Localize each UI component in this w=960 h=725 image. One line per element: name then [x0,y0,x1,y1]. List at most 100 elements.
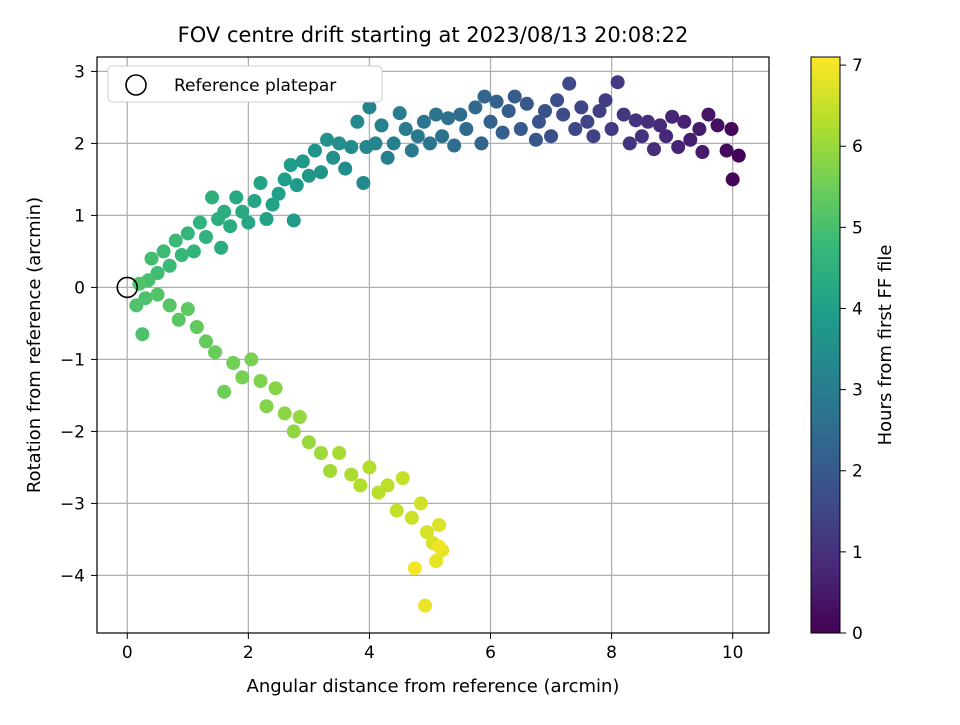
data-point [677,114,692,129]
x-tick-label: 2 [243,643,254,663]
data-point [580,114,595,129]
data-point [731,148,746,163]
colorbar-ticks: 0 1 2 3 4 5 6 7 [840,56,863,644]
data-point [247,194,262,208]
data-point [544,129,559,144]
data-point [174,248,189,262]
data-point [695,145,710,160]
y-tick-label: −3 [60,494,85,514]
data-point [622,136,637,151]
data-point [380,150,395,165]
data-point [477,89,492,104]
data-point [404,510,419,525]
data-point [592,104,607,118]
y-tick-label: 1 [74,206,85,226]
data-point [286,424,301,439]
data-point [483,114,498,129]
data-point [229,190,244,205]
data-point [468,100,483,115]
colorbar-tick-label: 2 [852,462,863,482]
data-point [189,320,204,334]
data-point [253,374,268,388]
data-point [277,406,292,421]
y-axis-label: Rotation from reference (arcmin) [24,197,45,493]
data-point [307,143,322,158]
data-point [332,446,347,460]
data-point [344,467,359,482]
data-point [407,561,422,576]
data-point [374,118,389,133]
data-point [441,111,456,126]
data-point [211,212,226,226]
data-point [235,370,250,385]
data-point [562,76,577,91]
legend-marker-open-circle [125,74,147,96]
data-point [474,136,489,151]
data-point [156,244,171,259]
data-point [314,446,328,460]
legend-entry-label: Reference platepar [174,76,336,96]
data-point [653,118,668,133]
data-point [659,129,674,144]
data-point [586,129,601,144]
data-points [129,75,746,613]
data-point [701,107,716,122]
data-point [392,106,407,121]
data-point [404,143,419,158]
data-point [301,168,316,183]
data-point [398,122,413,136]
data-point [598,93,613,108]
x-tick-label: 6 [485,643,496,663]
data-point [489,94,504,109]
data-point [495,125,510,140]
data-point [241,215,256,230]
data-point [289,178,304,193]
data-point [432,539,447,554]
data-point [410,129,425,144]
data-point [129,298,144,313]
data-point [353,478,368,493]
data-point [528,132,543,147]
data-point [719,143,734,158]
data-point [628,113,643,128]
data-point [162,298,177,313]
data-point [429,107,444,122]
data-point [180,226,195,241]
data-point [683,132,698,147]
colorbar-tick-label: 4 [852,299,863,319]
data-point [556,107,571,122]
data-point [226,356,241,370]
y-tick-label: −1 [60,350,85,370]
x-tick-label: 8 [606,643,617,663]
data-point [208,345,223,360]
data-point [253,176,268,190]
data-point [640,114,655,129]
y-tick-label: 3 [74,62,85,82]
data-point [295,154,310,169]
data-point [320,132,335,147]
data-point [150,287,165,302]
y-tick-label: −4 [60,566,85,586]
data-point [501,104,516,118]
x-tick-label: 10 [722,643,744,663]
colorbar-tick-label: 6 [852,137,863,157]
data-point [217,384,232,399]
colorbar: 0 1 2 3 4 5 6 7 Hours from first FF file [810,56,896,644]
data-point [180,302,195,316]
data-point [616,107,631,122]
colorbar-tick-label: 3 [852,381,863,401]
data-point [214,240,229,255]
reference-platepar-marker [116,276,139,299]
data-point [205,190,220,205]
y-tick-label: 2 [74,134,85,154]
data-point [531,114,546,129]
data-point [277,172,292,187]
data-point [192,215,207,230]
y-axis-ticks: −4 −3 −2 −1 0 1 2 3 [60,62,97,586]
data-point [574,100,589,115]
data-point [362,460,377,475]
data-point [432,518,447,532]
data-point [332,136,347,151]
